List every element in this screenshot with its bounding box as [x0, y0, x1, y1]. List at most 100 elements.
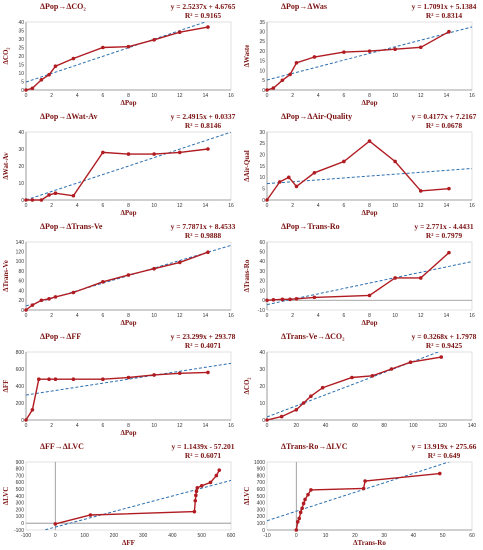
y-tick-label: 40	[259, 259, 265, 265]
data-point	[30, 303, 35, 307]
y-tick-label: 10	[259, 401, 265, 407]
y-tick-label: -10	[258, 308, 265, 314]
data-point	[101, 377, 105, 382]
trend-line	[26, 362, 231, 396]
data-point	[193, 498, 198, 503]
y-tick-label: -100	[14, 528, 24, 534]
chart-title: ΔTrans-Ro→ΔLVC	[281, 442, 348, 451]
data-point	[418, 189, 423, 193]
x-tick-label: 12	[177, 313, 183, 319]
plot-area	[25, 461, 232, 531]
x-tick-label: 16	[228, 93, 234, 99]
data-point	[312, 55, 317, 59]
series-line	[25, 26, 209, 91]
y-tick-label: 40	[259, 350, 265, 356]
y-tick-label: 40	[18, 20, 24, 26]
x-axis-label: ΔTrans-Ro	[353, 539, 386, 547]
data-point	[126, 44, 131, 49]
x-tick-label: 20	[352, 533, 358, 539]
y-tick-label: 100	[16, 514, 25, 520]
x-tick-label: 50	[440, 533, 446, 539]
x-tick-label: 400	[168, 533, 177, 539]
trendline-equation: y = 7.7871x + 8.4533	[171, 222, 236, 231]
x-tick-label: 16	[228, 203, 234, 209]
y-tick-label: 80	[18, 269, 24, 275]
x-tick-label: 40	[323, 423, 329, 429]
y-tick-label: 600	[16, 367, 25, 373]
data-point	[24, 198, 28, 202]
x-tick-label: 200	[110, 533, 119, 539]
x-tick-label: 2	[50, 423, 53, 429]
y-tick-label: 500	[257, 494, 266, 500]
data-point	[447, 250, 451, 255]
x-tick-label: 2	[291, 203, 294, 209]
chart-title: ΔPop→ΔCO₂	[40, 2, 86, 11]
chart-title: ΔPop→ΔTrans-Ve	[40, 222, 103, 231]
x-tick-label: 16	[228, 423, 234, 429]
y-tick-label: 5	[262, 186, 265, 192]
x-tick-label: 0	[25, 203, 28, 209]
data-point	[367, 49, 372, 53]
trend-line	[267, 167, 472, 185]
data-point	[294, 297, 299, 301]
x-tick-label: 500	[198, 533, 207, 539]
y-tick-label: 35	[259, 20, 265, 26]
x-tick-label: 8	[368, 93, 371, 99]
data-point	[71, 377, 76, 382]
data-point	[39, 198, 44, 202]
data-point	[53, 64, 58, 68]
y-tick-label: 30	[259, 30, 265, 36]
y-tick-label: 0	[21, 521, 24, 527]
y-tick-label: 300	[257, 507, 266, 513]
r-squared: R² = 0.9888	[185, 231, 222, 240]
x-tick-label: 0	[266, 313, 269, 319]
r-squared: R² = 0.9165	[185, 11, 222, 20]
x-tick-label: 2	[291, 93, 294, 99]
chart-panel-5: 0 2 4 6 8 10 12 14 16 0 20 40 60 80 100 120 140 ΔPop→ΔTra…	[2, 222, 236, 327]
y-tick-label: 0	[21, 198, 24, 204]
series-line	[295, 472, 440, 531]
chart-panel-9: -100 0 100 200 300 400 500 600-1000100200300400…	[2, 442, 235, 547]
y-tick-label: 40	[18, 130, 24, 136]
x-tick-label: 4	[76, 93, 79, 99]
r-squared: R² = 0.6071	[185, 451, 222, 460]
trend-line	[42, 479, 231, 530]
y-tick-label: 0	[262, 418, 265, 424]
data-point	[393, 276, 397, 280]
x-tick-label: 8	[368, 203, 371, 209]
data-point	[271, 298, 276, 302]
y-tick-label: 30	[18, 37, 24, 43]
x-tick-label: 2	[50, 203, 53, 209]
data-point	[294, 184, 299, 189]
data-point	[350, 375, 354, 380]
y-tick-label: 5	[262, 78, 265, 84]
x-tick-label: 14	[203, 423, 209, 429]
x-tick-label: 0	[266, 423, 269, 429]
data-point	[126, 375, 131, 380]
x-tick-label: 16	[469, 313, 475, 319]
data-point	[447, 29, 451, 34]
x-tick-label: 4	[317, 93, 320, 99]
x-tick-label: 12	[177, 93, 183, 99]
data-point	[342, 159, 346, 164]
data-point	[297, 516, 302, 521]
chart-panel-7: 0 2 4 6 8 10 12 14 16 0 200 400 600 800 ΔPop→ΔFF y = 23…	[2, 332, 236, 437]
y-tick-label: 20	[259, 279, 265, 285]
x-tick-label: 80	[381, 423, 387, 429]
x-tick-label: 0	[266, 203, 269, 209]
data-point	[389, 367, 394, 371]
data-point	[408, 360, 413, 365]
trendline-equation: y = 2.771x - 4.4431	[414, 222, 474, 231]
chart-title: ΔPop→ΔWat-Av	[40, 112, 97, 121]
data-point	[206, 25, 210, 29]
x-tick-label: 14	[444, 93, 450, 99]
y-tick-label: 0	[21, 418, 24, 424]
data-point	[53, 522, 58, 526]
data-point	[300, 506, 304, 511]
y-tick-label: 800	[16, 467, 25, 473]
x-tick-label: 120	[439, 423, 448, 429]
data-point	[47, 297, 51, 301]
data-point	[71, 290, 76, 295]
data-point	[126, 152, 131, 156]
trend-line	[267, 352, 440, 418]
